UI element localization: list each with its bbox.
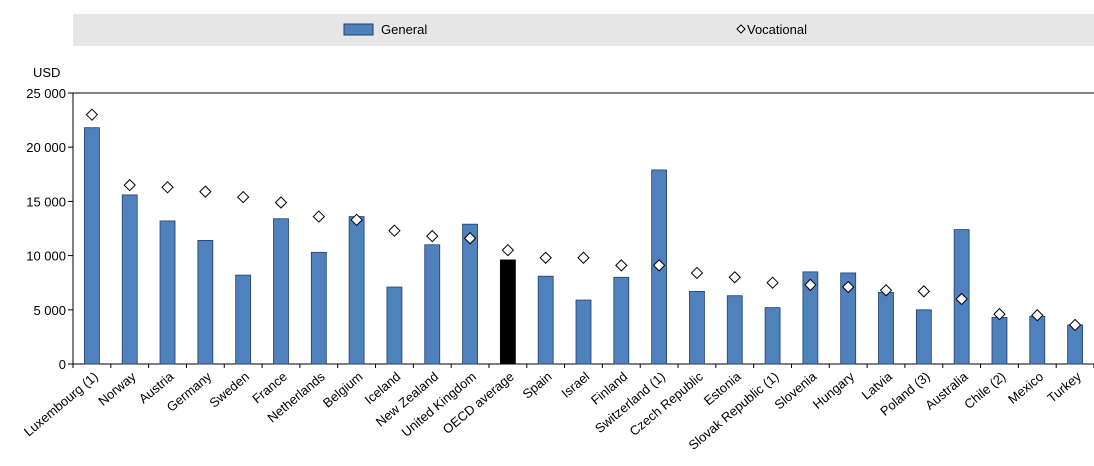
marker-vocational-chile-2 <box>993 307 1006 321</box>
x-label-mexico: Mexico <box>1005 369 1046 407</box>
marker-vocational-slovenia <box>804 278 817 292</box>
marker-vocational-israel <box>577 251 590 264</box>
x-label-chile-2: Chile (2) <box>961 369 1008 412</box>
bar-general-iceland <box>386 286 403 365</box>
y-tick-label: 5 000 <box>33 303 66 318</box>
bar-general-netherlands <box>310 251 327 365</box>
x-axis-labels: Luxembourg (1)NorwayAustriaGermanySweden… <box>21 368 1085 452</box>
legend-label-general: General <box>381 22 427 37</box>
bars-general <box>84 127 1083 365</box>
legend-label-vocational: Vocational <box>747 22 807 37</box>
marker-vocational-estonia <box>728 271 741 284</box>
x-label-slovenia: Slovenia <box>771 368 819 412</box>
marker-vocational-turkey <box>1068 318 1082 332</box>
marker-vocational-luxembourg-1 <box>85 108 99 121</box>
y-tick-label: 15 000 <box>26 194 66 209</box>
marker-vocational-spain <box>539 251 552 264</box>
marker-vocational-slovak-republic-1 <box>766 276 779 289</box>
x-label-australia: Australia <box>922 368 971 412</box>
y-tick-label: 25 000 <box>26 86 66 101</box>
bar-general-austria <box>159 220 176 365</box>
x-label-sweden: Sweden <box>206 369 252 411</box>
marker-vocational-germany <box>199 185 212 198</box>
x-label-spain: Spain <box>520 369 555 402</box>
marker-vocational-hungary <box>841 280 855 294</box>
bar-general-czech-republic <box>689 290 705 365</box>
x-label-belgium: Belgium <box>320 369 366 411</box>
legend-marker-vocational <box>736 24 746 34</box>
bar-general-france <box>273 218 289 365</box>
marker-vocational-united-kingdom <box>463 232 477 245</box>
marker-vocational-latvia <box>879 284 893 297</box>
bar-general-hungary <box>840 272 857 365</box>
marker-vocational-oecd-average <box>501 243 515 257</box>
bar-general-luxembourg-1 <box>84 127 100 365</box>
legend-swatch-general <box>343 23 374 36</box>
marker-vocational-mexico <box>1031 309 1044 322</box>
bar-general-slovenia <box>802 271 819 365</box>
marker-vocational-iceland <box>388 224 401 237</box>
bar-general-belgium <box>348 216 365 365</box>
bar-general-finland <box>613 276 630 365</box>
marker-vocational-australia <box>955 292 968 306</box>
marker-vocational-finland <box>615 259 628 272</box>
x-label-hungary: Hungary <box>810 368 858 411</box>
marker-vocational-poland-3 <box>917 285 931 298</box>
x-label-turkey: Turkey <box>1044 368 1084 405</box>
y-tick-label: 20 000 <box>26 140 66 155</box>
y-unit-label: USD <box>33 65 60 80</box>
markers-vocational <box>85 108 1082 332</box>
bar-general-norway <box>121 194 138 365</box>
bar-general-slovak-republic-1 <box>764 307 781 365</box>
bar-general-poland-3 <box>915 309 932 365</box>
x-label-norway: Norway <box>95 368 139 408</box>
marker-vocational-austria <box>161 181 174 194</box>
marker-vocational-belgium <box>350 213 363 227</box>
bar-general-united-kingdom <box>462 223 478 365</box>
bar-general-new-zealand <box>424 244 441 365</box>
bar-general-mexico <box>1029 315 1046 365</box>
y-tick-label: 10 000 <box>26 249 66 264</box>
bar-general-oecd-average <box>499 259 516 365</box>
axes: 0 5 000 10 000 15 000 20 000 25 000 <box>26 86 1094 372</box>
marker-vocational-new-zealand <box>426 229 439 243</box>
x-label-luxembourg-1: Luxembourg (1) <box>21 369 101 439</box>
bar-general-estonia <box>726 295 743 365</box>
marker-vocational-switzerland-1 <box>652 259 666 272</box>
bar-general-spain <box>537 275 554 365</box>
y-tick-label: 0 <box>59 357 66 372</box>
marker-vocational-netherlands <box>312 210 326 223</box>
bar-general-israel <box>575 299 592 365</box>
bar-general-chile-2 <box>991 316 1008 365</box>
legend: General Vocational <box>73 14 1094 46</box>
bar-general-latvia <box>878 292 894 365</box>
marker-vocational-norway <box>123 178 136 192</box>
bar-general-germany <box>197 240 214 365</box>
marker-vocational-czech-republic <box>690 266 704 280</box>
marker-vocational-sweden <box>236 190 250 204</box>
marker-vocational-france <box>274 196 288 209</box>
bar-general-sweden <box>235 274 252 365</box>
legend-background <box>73 14 1094 46</box>
